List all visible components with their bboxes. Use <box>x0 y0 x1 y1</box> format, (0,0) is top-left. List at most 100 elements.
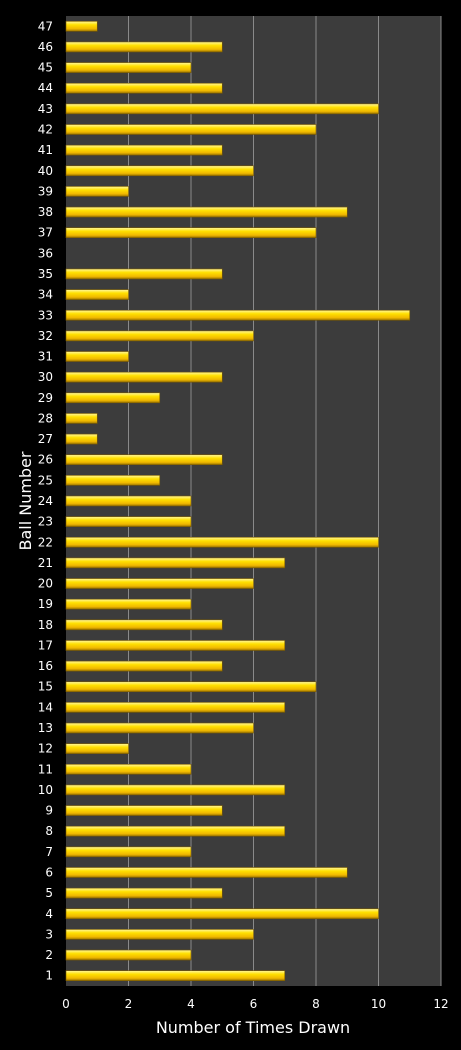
bar-ball-10 <box>65 784 286 796</box>
bar-ball-34 <box>65 289 129 300</box>
bar-ball-14 <box>65 702 286 713</box>
y-tick-label: 25 <box>38 473 53 487</box>
y-tick-label: 47 <box>38 19 53 33</box>
bars <box>65 21 411 981</box>
bar-ball-43 <box>65 103 379 115</box>
x-tick-label: 10 <box>371 997 386 1011</box>
y-tick-label: 37 <box>38 226 53 240</box>
y-tick-label: 36 <box>38 246 53 260</box>
x-tick-label: 0 <box>62 997 70 1011</box>
bar-ball-22 <box>65 536 379 548</box>
bar-ball-5 <box>65 887 223 899</box>
bar-ball-21 <box>65 557 286 569</box>
bar-ball-2 <box>65 949 192 961</box>
y-tick-label: 46 <box>38 40 53 54</box>
y-tick-label: 11 <box>38 762 53 776</box>
bar-ball-16 <box>65 660 223 672</box>
y-tick-label: 45 <box>38 61 53 75</box>
y-tick-label: 4 <box>45 907 53 921</box>
bar-ball-38 <box>65 206 348 218</box>
y-tick-label: 20 <box>38 577 53 591</box>
bar-ball-41 <box>65 144 223 156</box>
bar-ball-4 <box>65 908 379 920</box>
y-tick-label: 19 <box>38 597 53 611</box>
y-tick-label: 44 <box>38 81 53 95</box>
y-tick-label: 31 <box>38 350 53 364</box>
bar-ball-35 <box>65 268 223 280</box>
y-tick-label: 38 <box>38 205 53 219</box>
bar-ball-9 <box>65 805 223 816</box>
bar-ball-26 <box>65 454 223 466</box>
bar-ball-20 <box>65 578 254 589</box>
y-tick-label: 9 <box>45 804 53 818</box>
bar-ball-40 <box>65 165 254 177</box>
y-tick-label: 29 <box>38 391 53 405</box>
bar-ball-15 <box>65 681 317 693</box>
y-tick-label: 30 <box>38 370 53 384</box>
y-tick-label: 21 <box>38 556 53 570</box>
bar-ball-27 <box>65 433 98 445</box>
bar-ball-19 <box>65 598 192 610</box>
y-tick-label: 13 <box>38 721 53 735</box>
bar-ball-8 <box>65 825 286 837</box>
bar-ball-33 <box>65 309 411 321</box>
y-tick-label: 15 <box>38 680 53 694</box>
bar-ball-13 <box>65 722 254 734</box>
y-tick-label: 39 <box>38 184 53 198</box>
y-tick-label: 2 <box>45 948 53 962</box>
y-tick-label: 12 <box>38 742 53 756</box>
bar-ball-42 <box>65 124 317 135</box>
bar-ball-44 <box>65 82 223 94</box>
bar-ball-18 <box>65 619 223 631</box>
bar-ball-39 <box>65 186 129 197</box>
x-tick-label: 12 <box>433 997 448 1011</box>
bar-ball-7 <box>65 846 192 858</box>
bar-ball-46 <box>65 41 223 53</box>
y-tick-label: 22 <box>38 535 53 549</box>
y-tick-label: 32 <box>38 329 53 343</box>
y-tick-label: 5 <box>45 886 53 900</box>
y-tick-label: 23 <box>38 515 53 529</box>
y-tick-label: 33 <box>38 308 53 322</box>
bar-ball-11 <box>65 763 192 775</box>
bar-ball-24 <box>65 495 192 507</box>
y-tick-label: 7 <box>45 845 53 859</box>
bar-ball-47 <box>65 21 98 32</box>
bar-ball-23 <box>65 516 192 527</box>
y-tick-label: 43 <box>38 102 53 116</box>
y-tick-label: 14 <box>38 700 53 714</box>
y-tick-label: 42 <box>38 123 53 137</box>
y-tick-label: 34 <box>38 288 53 302</box>
y-axis-title: Ball Number <box>16 451 35 550</box>
y-tick-label: 28 <box>38 411 53 425</box>
x-tick-label: 4 <box>187 997 195 1011</box>
y-tick-label: 1 <box>45 969 53 983</box>
x-tick-label: 8 <box>312 997 320 1011</box>
y-tick-label: 18 <box>38 618 53 632</box>
bar-ball-3 <box>65 929 254 940</box>
y-tick-label: 16 <box>38 659 53 673</box>
y-tick-label: 24 <box>38 494 53 508</box>
y-tick-label: 27 <box>38 432 53 446</box>
bar-ball-37 <box>65 227 317 239</box>
y-tick-label: 26 <box>38 453 53 467</box>
y-tick-label: 6 <box>45 865 53 879</box>
x-tick-label: 6 <box>250 997 258 1011</box>
y-tick-label: 17 <box>38 638 53 652</box>
bar-ball-31 <box>65 351 129 362</box>
bar-ball-29 <box>65 392 161 404</box>
bar-ball-25 <box>65 475 161 486</box>
bar-ball-17 <box>65 640 286 651</box>
y-tick-label: 35 <box>38 267 53 281</box>
bar-ball-6 <box>65 867 348 878</box>
bar-ball-12 <box>65 743 129 754</box>
bar-ball-30 <box>65 371 223 383</box>
x-tick-label: 2 <box>125 997 133 1011</box>
bar-ball-45 <box>65 62 192 73</box>
y-tick-label: 10 <box>38 783 53 797</box>
x-axis-title: Number of Times Drawn <box>156 1018 350 1037</box>
y-tick-label: 40 <box>38 164 53 178</box>
bar-ball-1 <box>65 970 286 981</box>
x-tick-labels: 0 2 4 6 8 10 12 <box>62 997 448 1011</box>
